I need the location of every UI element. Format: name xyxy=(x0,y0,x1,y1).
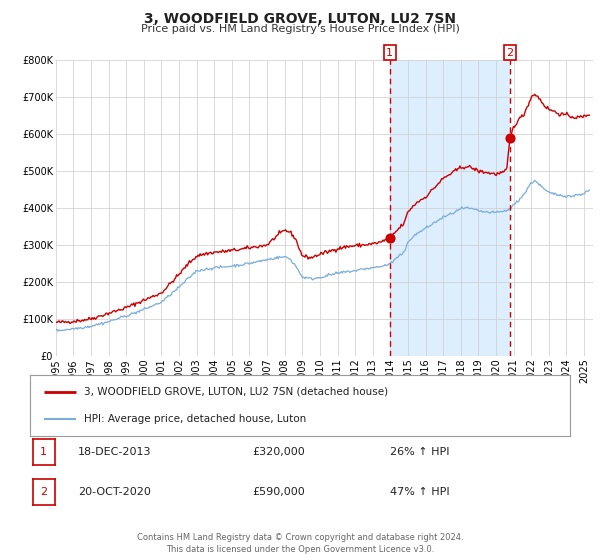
Point xyxy=(505,133,515,142)
Text: 1: 1 xyxy=(40,447,47,457)
Text: Contains HM Land Registry data © Crown copyright and database right 2024.
This d: Contains HM Land Registry data © Crown c… xyxy=(137,533,463,554)
Text: 2: 2 xyxy=(40,487,47,497)
Text: 3, WOODFIELD GROVE, LUTON, LU2 7SN: 3, WOODFIELD GROVE, LUTON, LU2 7SN xyxy=(144,12,456,26)
Text: 1: 1 xyxy=(386,48,393,58)
Text: £320,000: £320,000 xyxy=(252,447,305,457)
Text: 47% ↑ HPI: 47% ↑ HPI xyxy=(390,487,449,497)
Text: 20-OCT-2020: 20-OCT-2020 xyxy=(78,487,151,497)
Text: 26% ↑ HPI: 26% ↑ HPI xyxy=(390,447,449,457)
Text: 2: 2 xyxy=(506,48,514,58)
Text: 3, WOODFIELD GROVE, LUTON, LU2 7SN (detached house): 3, WOODFIELD GROVE, LUTON, LU2 7SN (deta… xyxy=(84,386,388,396)
Text: £590,000: £590,000 xyxy=(252,487,305,497)
Text: Price paid vs. HM Land Registry's House Price Index (HPI): Price paid vs. HM Land Registry's House … xyxy=(140,24,460,34)
Text: HPI: Average price, detached house, Luton: HPI: Average price, detached house, Luto… xyxy=(84,414,306,424)
Bar xyxy=(390,60,510,356)
Point xyxy=(385,233,395,242)
Text: 18-DEC-2013: 18-DEC-2013 xyxy=(78,447,151,457)
